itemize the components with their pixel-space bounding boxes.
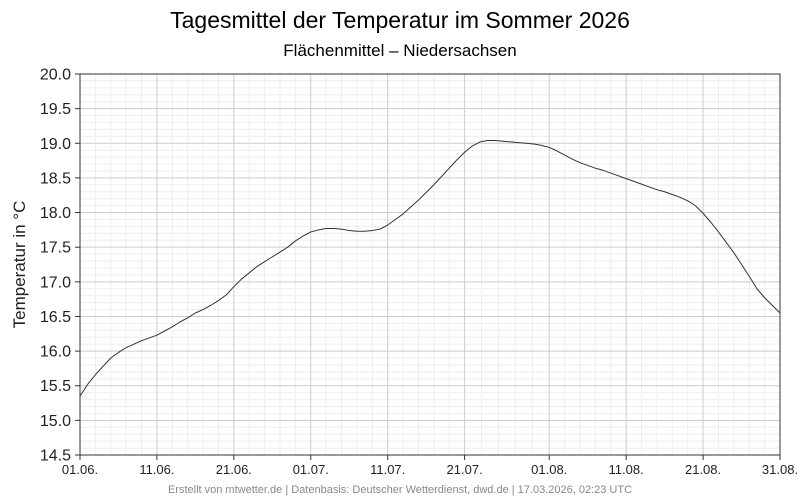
y-tick-label: 20.0 [40, 67, 71, 84]
chart-title: Tagesmittel der Temperatur im Sommer 202… [170, 7, 630, 33]
y-tick-label: 18.0 [40, 205, 71, 222]
x-tick-label: 01.07. [293, 462, 329, 477]
x-tick-label: 21.07. [447, 462, 483, 477]
y-tick-label: 19.0 [40, 136, 71, 153]
temperature-series [79, 140, 781, 397]
temperature-line [79, 140, 781, 397]
x-tick-label: 21.06. [216, 462, 252, 477]
y-tick-label: 16.5 [40, 309, 71, 326]
grid-minor [80, 74, 780, 455]
x-axis-ticks: 01.06. 11.06. 21.06. 01.07. 11.07. 21.07. 01.0… [62, 455, 798, 477]
plot-background [80, 74, 780, 455]
footer-credit: Erstellt von mtwetter.de | Datenbasis: D… [168, 484, 632, 496]
y-axis-label: Temperatur in °C [10, 201, 29, 329]
x-tick-label: 11.07. [370, 462, 405, 477]
y-tick-label: 18.5 [40, 170, 71, 187]
x-tick-label: 21.08. [685, 462, 721, 477]
y-tick-label: 19.5 [40, 101, 71, 118]
chart-subtitle: Flächenmittel – Niedersachsen [283, 41, 516, 60]
y-tick-label: 17.0 [40, 274, 71, 291]
x-tick-label: 11.08. [609, 462, 644, 477]
plot-frame [79, 73, 781, 456]
y-tick-label: 16.0 [40, 344, 71, 361]
x-tick-label: 11.06. [139, 462, 174, 477]
x-tick-label: 01.06. [62, 462, 98, 477]
y-tick-label: 14.5 [40, 448, 71, 465]
x-tick-label: 01.08. [531, 462, 567, 477]
y-tick-label: 15.0 [40, 413, 71, 430]
y-axis-ticks: 14.5 15.0 15.5 16.0 16.5 17.0 17.5 18.0 18.5 19.0… [40, 67, 80, 465]
y-tick-label: 17.5 [40, 240, 71, 257]
x-tick-label: 31.08. [762, 462, 798, 477]
y-tick-label: 15.5 [40, 378, 71, 395]
